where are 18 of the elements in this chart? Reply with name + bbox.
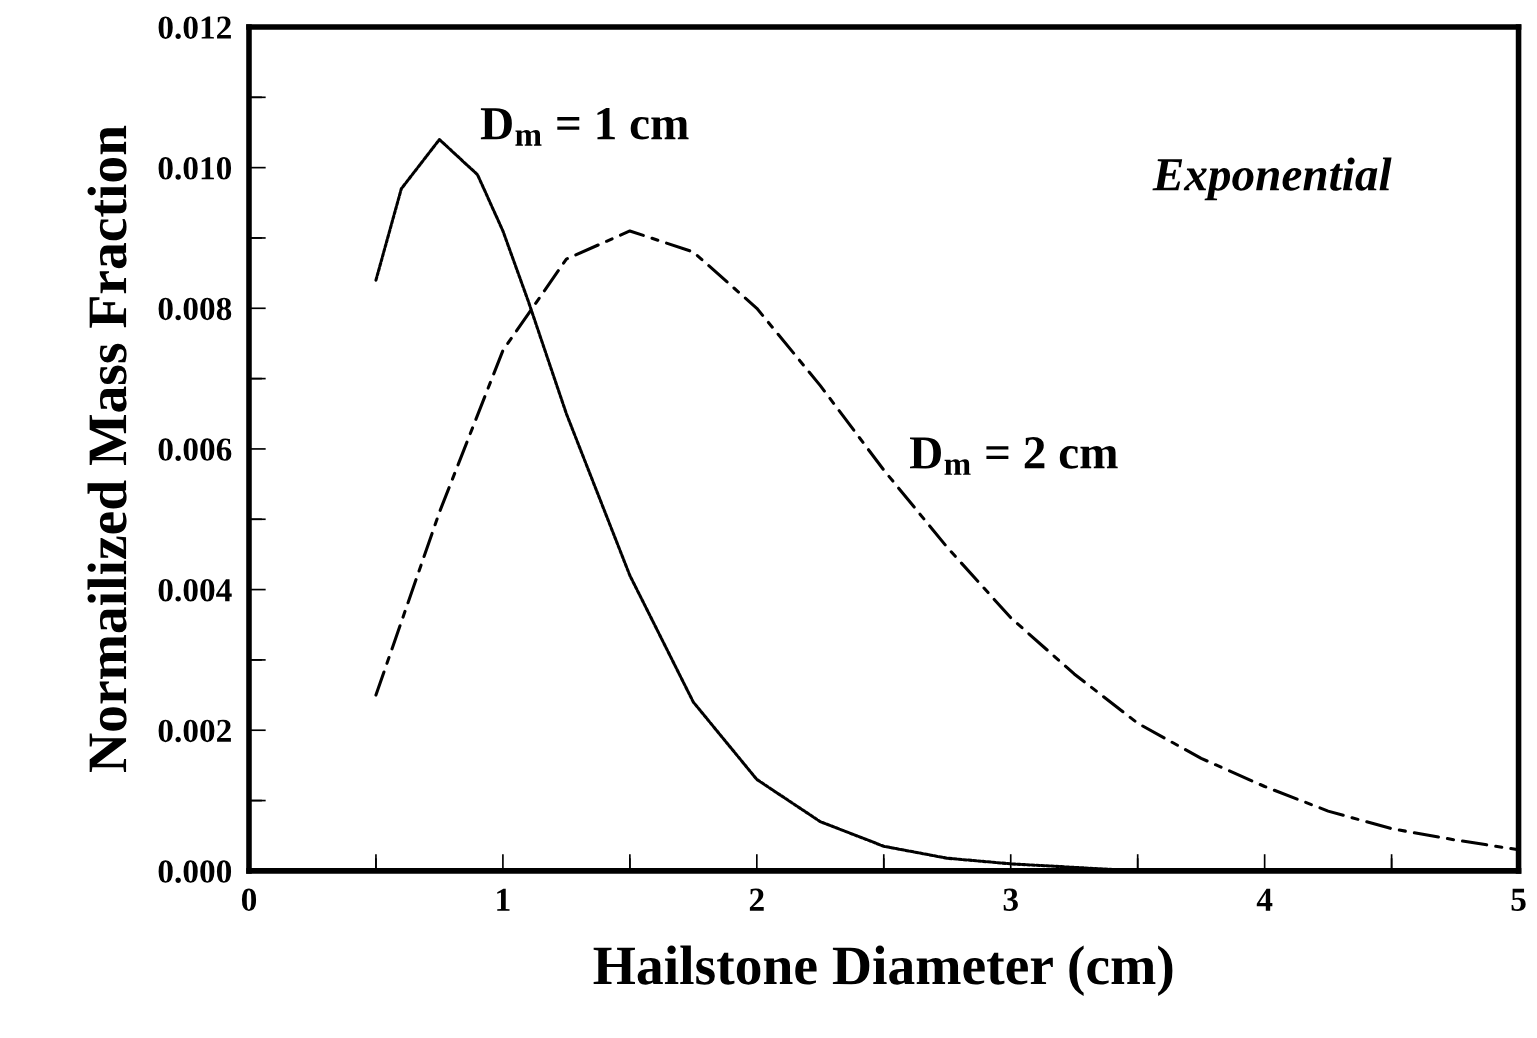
annotation: Exponential xyxy=(1152,157,1392,201)
x-tick-label: 2 xyxy=(749,888,764,911)
y-tick-label: 0.006 xyxy=(158,438,232,461)
annotation: D$_{m}$ = 1 cm xyxy=(480,107,689,146)
y-tick-label: 0.002 xyxy=(158,719,231,743)
y-tick-label: 0.004 xyxy=(158,578,232,602)
y-tick-label: 0.010 xyxy=(158,157,232,180)
x-tick-label: 4 xyxy=(1256,888,1273,911)
y-tick-label: 0.012 xyxy=(158,16,231,40)
x-tick-label: 1 xyxy=(497,888,510,911)
y-tick-label: 0.000 xyxy=(158,860,232,883)
x-tick-label: 0 xyxy=(241,888,257,912)
annotation: D$_{m}$ = 2 cm xyxy=(910,437,1118,475)
y-tick-label: 0.008 xyxy=(158,297,232,321)
x-tick-label: 5 xyxy=(1511,888,1526,912)
y-axis-title: Normailized Mass Fraction xyxy=(87,125,127,772)
x-tick-label: 3 xyxy=(1003,888,1018,912)
x-axis-title: Hailstone Diameter (cm) xyxy=(593,945,1173,996)
